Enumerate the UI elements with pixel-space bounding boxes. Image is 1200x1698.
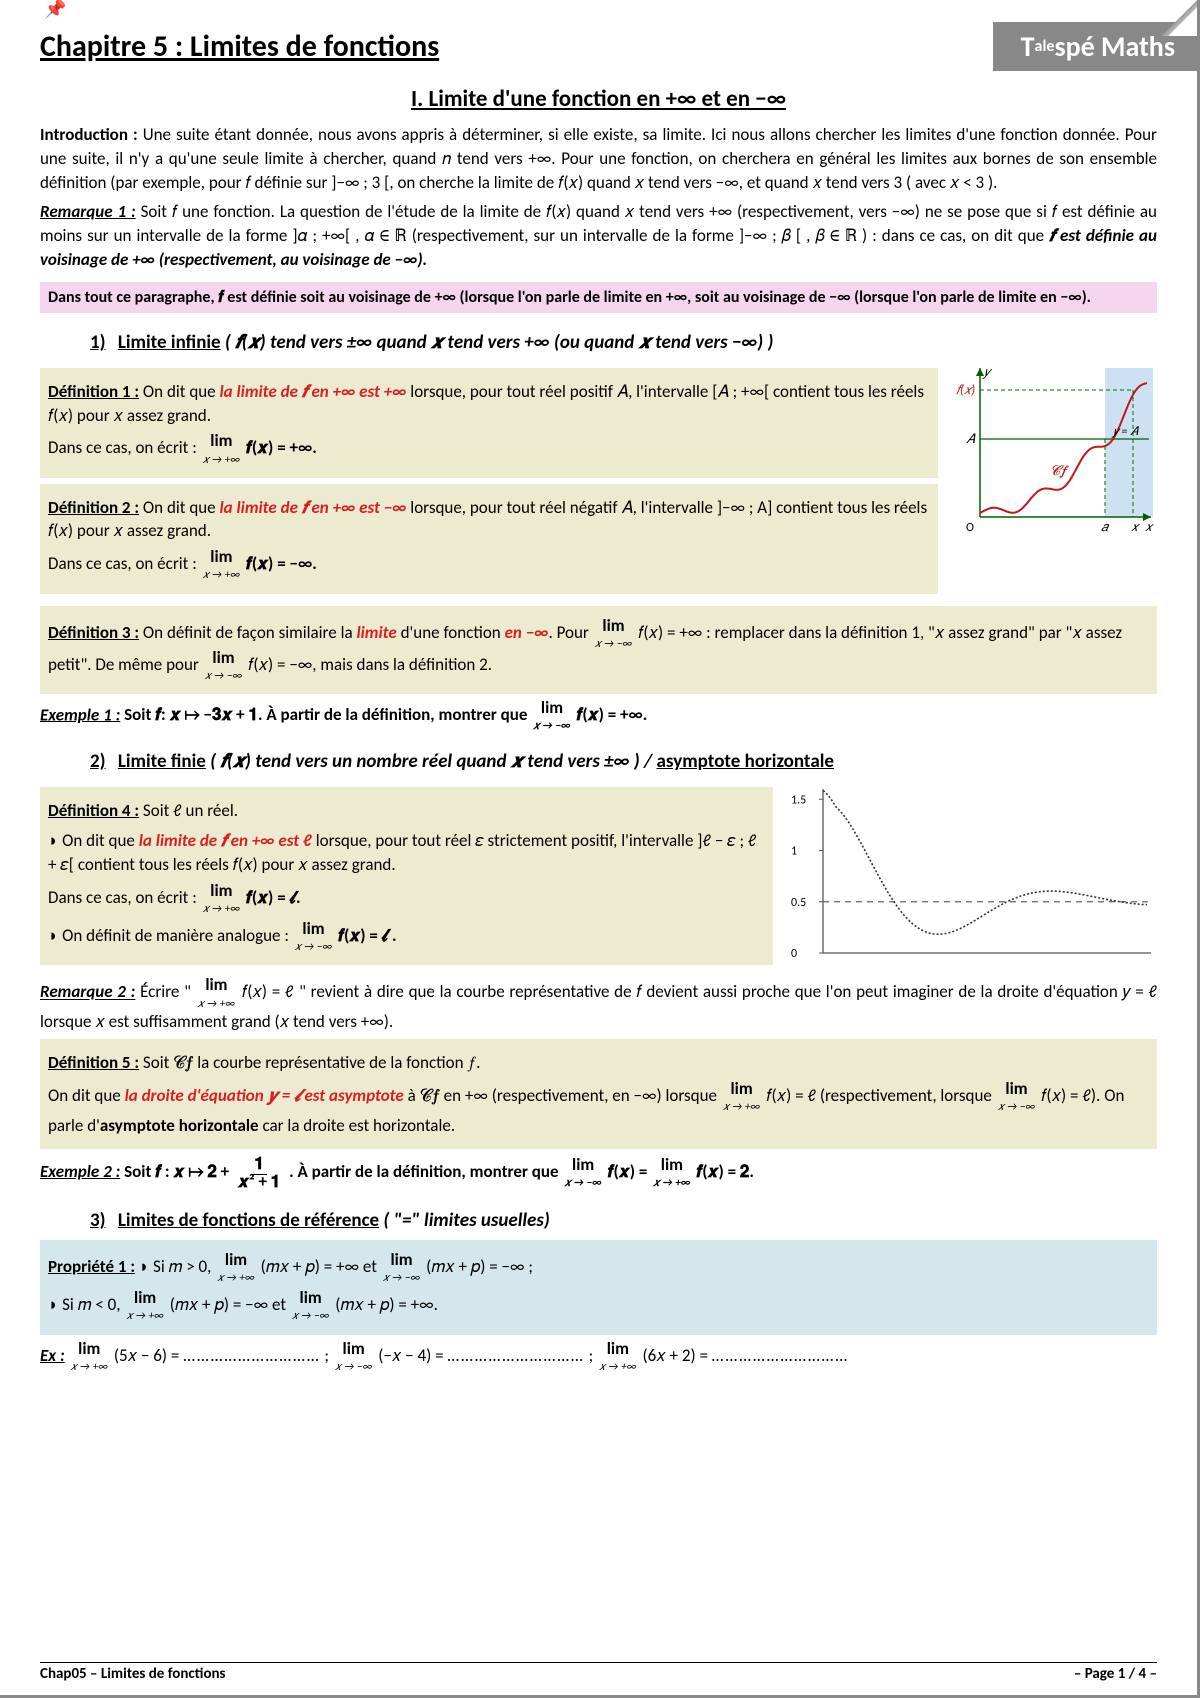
subsection-2-title: 2) Limite finie ( 𝒇(𝒙) tend vers un nomb…	[90, 750, 1157, 773]
svg-text:0.5: 0.5	[791, 896, 806, 910]
limit-infinite-chart: 𝑦 𝑓(𝑥) 𝐴 O𝑎 𝑥𝑥 𝑦 = 𝐴 𝓒𝒇	[952, 362, 1157, 537]
svg-text:0: 0	[791, 947, 797, 961]
footer-left: Chap05 – Limites de fonctions	[40, 1665, 226, 1683]
corner-pin-icon: 📌	[44, 0, 66, 20]
svg-text:𝑦: 𝑦	[982, 365, 993, 380]
title-bar: Chapitre 5 : Limites de fonctions Tale s…	[40, 22, 1157, 71]
svg-text:1.5: 1.5	[791, 794, 806, 808]
lim-icon: lim𝑥 → +∞	[203, 549, 241, 581]
definition-1: Définition 1 : On dit que la limite de 𝒇…	[40, 368, 938, 478]
chapter-title: Chapitre 5 : Limites de fonctions	[40, 22, 993, 71]
svg-text:𝐴: 𝐴	[966, 432, 976, 447]
remark-1: Remarque 1 : Soit 𝑓 une fonction. La que…	[40, 200, 1157, 271]
subsection-3-title: 3) Limites de fonctions de référence ( "…	[90, 1209, 1157, 1232]
definition-3: Définition 3 : On définit de façon simil…	[40, 606, 1157, 695]
definition-5: Définition 5 : Soit 𝓒𝒇 la courbe représe…	[40, 1039, 1157, 1149]
svg-text:𝑎: 𝑎	[1101, 520, 1110, 535]
svg-text:O: O	[966, 521, 974, 535]
svg-text:𝓒𝒇: 𝓒𝒇	[1050, 462, 1069, 479]
property-1: Propriété 1 : ◗ Si 𝑚 > 0, lim𝑥 → +∞ (𝑚𝑥 …	[40, 1240, 1157, 1335]
svg-text:𝑦 = 𝐴: 𝑦 = 𝐴	[1111, 425, 1139, 439]
svg-text:1: 1	[791, 845, 797, 859]
subsection-1-title: 1) Limite infinie ( 𝒇(𝒙) tend vers ±∞ qu…	[90, 331, 1157, 354]
remark-2: Remarque 2 : Écrire " lim𝑥 → +∞ 𝑓(𝑥) = ℓ…	[40, 977, 1157, 1033]
svg-text:𝑓(𝑥): 𝑓(𝑥)	[956, 383, 975, 398]
example-1: Exemple 1 : Soit 𝒇: 𝒙 ↦ −𝟑𝒙 + 𝟏. À parti…	[40, 700, 1157, 732]
svg-text:𝑥: 𝑥	[1131, 520, 1141, 535]
footer-right: – Page 1 / 4 –	[1074, 1665, 1157, 1683]
page: 📌 Chapitre 5 : Limites de fonctions Tale…	[0, 0, 1200, 1698]
definition-2: Définition 2 : On dit que la limite de 𝒇…	[40, 484, 938, 594]
def1-row: Définition 1 : On dit que la limite de 𝒇…	[40, 362, 1157, 600]
lim-icon: lim𝑥 → +∞	[203, 433, 241, 465]
limit-finite-chart: 1.5 1 0.5 0	[787, 781, 1157, 971]
fraction: 𝟏𝒙² + 𝟏	[235, 1155, 283, 1191]
level-badge: Tale spé Maths	[993, 22, 1197, 71]
example-2: Exemple 2 : Soit 𝒇 : 𝒙 ↦ 𝟐 + 𝟏𝒙² + 𝟏 . À…	[40, 1155, 1157, 1191]
definition-4: Définition 4 : Soit ℓ un réel. ◗ On dit …	[40, 787, 773, 965]
highlight-box: Dans tout ce paragraphe, 𝒇 est définie s…	[40, 282, 1157, 313]
section-1-title: I. Limite d'une fonction en +∞ et en −∞	[40, 85, 1157, 113]
def4-row: Définition 4 : Soit ℓ un réel. ◗ On dit …	[40, 781, 1157, 971]
intro-paragraph: Introduction : Une suite étant donnée, n…	[40, 123, 1157, 194]
exercise-line: Ex : lim𝑥 → +∞ (5𝑥 − 6) = ………………………… ; l…	[40, 1341, 1157, 1373]
page-footer: Chap05 – Limites de fonctions – Page 1 /…	[40, 1662, 1157, 1683]
svg-text:𝑥: 𝑥	[1145, 520, 1155, 535]
